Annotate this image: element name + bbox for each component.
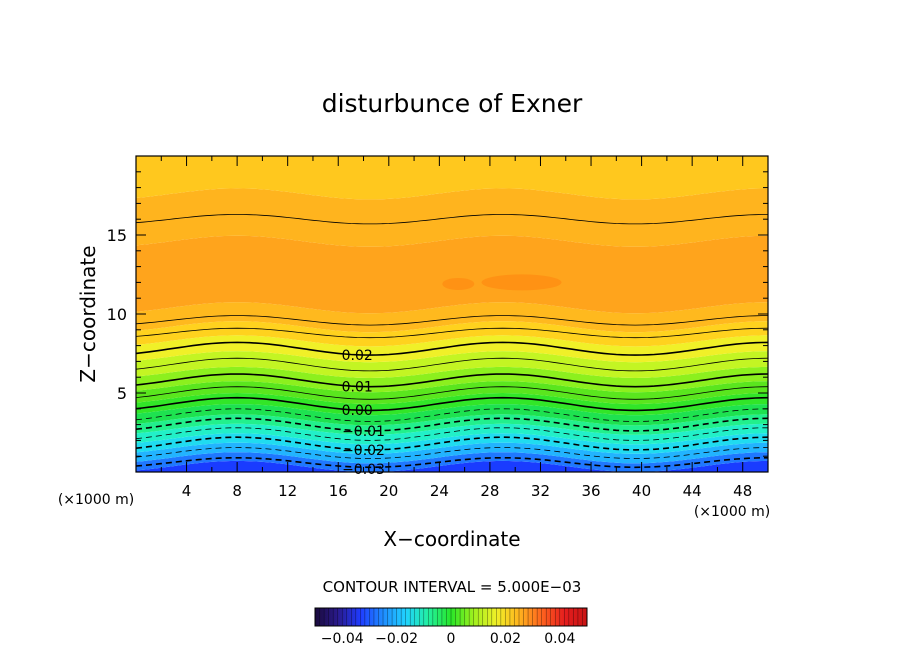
x-tick-label: 36 [581, 482, 600, 500]
contour-line [136, 457, 768, 469]
chart-title: disturbunce of Exner [322, 89, 583, 118]
y-tick-label: 5 [117, 384, 127, 403]
contour-line [136, 427, 768, 441]
y-axis-ticks: 5 10 15 [107, 171, 768, 457]
contour-line [136, 327, 768, 339]
color-band [136, 351, 768, 378]
colorbar: −0.04 −0.02 0 0.02 0.04 [314, 607, 588, 647]
x-tick-label: 24 [430, 482, 449, 500]
max-region [442, 274, 562, 291]
contour-interval-label: CONTOUR INTERVAL = 5.000E−03 [323, 578, 582, 596]
x-tick-label: 32 [531, 482, 550, 500]
contour-line [136, 386, 768, 400]
contour-label: −0.02 [342, 443, 385, 459]
x-tick-label: 48 [733, 482, 752, 500]
color-band [136, 302, 768, 333]
contour-line [136, 315, 768, 326]
contour-label: 0.02 [342, 348, 373, 364]
x-tick-label: 28 [480, 482, 499, 500]
max-patch [481, 274, 562, 291]
contour-line [136, 447, 768, 460]
contour-line [136, 417, 768, 432]
color-band [136, 433, 768, 454]
colorbar-tick-label: −0.04 [321, 631, 364, 647]
y-tick-label: 15 [107, 226, 127, 245]
contour-line [136, 341, 768, 356]
contour-line [136, 357, 768, 372]
x-axis-label: X−coordinate [383, 527, 520, 551]
contour-line [136, 408, 768, 422]
color-band [136, 442, 768, 464]
contour-label: −0.01 [342, 424, 385, 440]
x-tick-label: 8 [232, 482, 242, 500]
color-band [136, 423, 768, 445]
color-band [136, 235, 768, 314]
contour-label: 0.00 [342, 403, 373, 419]
colorbar-tick-label: 0.04 [544, 631, 575, 647]
color-band [136, 414, 768, 435]
color-band [136, 460, 768, 472]
y-axis-label: Z−coordinate [76, 245, 100, 382]
contour-line [136, 214, 768, 225]
color-band [136, 321, 768, 347]
x-axis-ticks: 4 8 12 16 20 24 28 32 36 40 44 48 [160, 156, 769, 500]
colorbar-tick-label: −0.02 [375, 631, 418, 647]
x-tick-label: 44 [683, 482, 702, 500]
x-tick-label: 20 [379, 482, 398, 500]
color-band [136, 156, 768, 200]
colorbar-tick-label: 0.02 [490, 631, 521, 647]
colorbar-tick-label: 0 [447, 631, 456, 647]
contour-line [136, 436, 768, 451]
max-patch [442, 277, 475, 290]
x-unit-left: (×1000 m) [58, 492, 134, 508]
x-tick-label: 40 [632, 482, 651, 500]
contour-lines [136, 214, 768, 469]
contour-line [136, 373, 768, 388]
x-unit-right: (×1000 m) [694, 504, 770, 520]
contour-fill [136, 156, 768, 472]
contour-label: 0.01 [342, 379, 373, 395]
x-tick-label: 4 [182, 482, 192, 500]
y-tick-label: 10 [107, 305, 127, 324]
x-tick-label: 12 [278, 482, 297, 500]
contour-line [136, 396, 768, 412]
color-band [136, 404, 768, 426]
color-band [136, 335, 768, 363]
x-tick-label: 16 [329, 482, 348, 500]
